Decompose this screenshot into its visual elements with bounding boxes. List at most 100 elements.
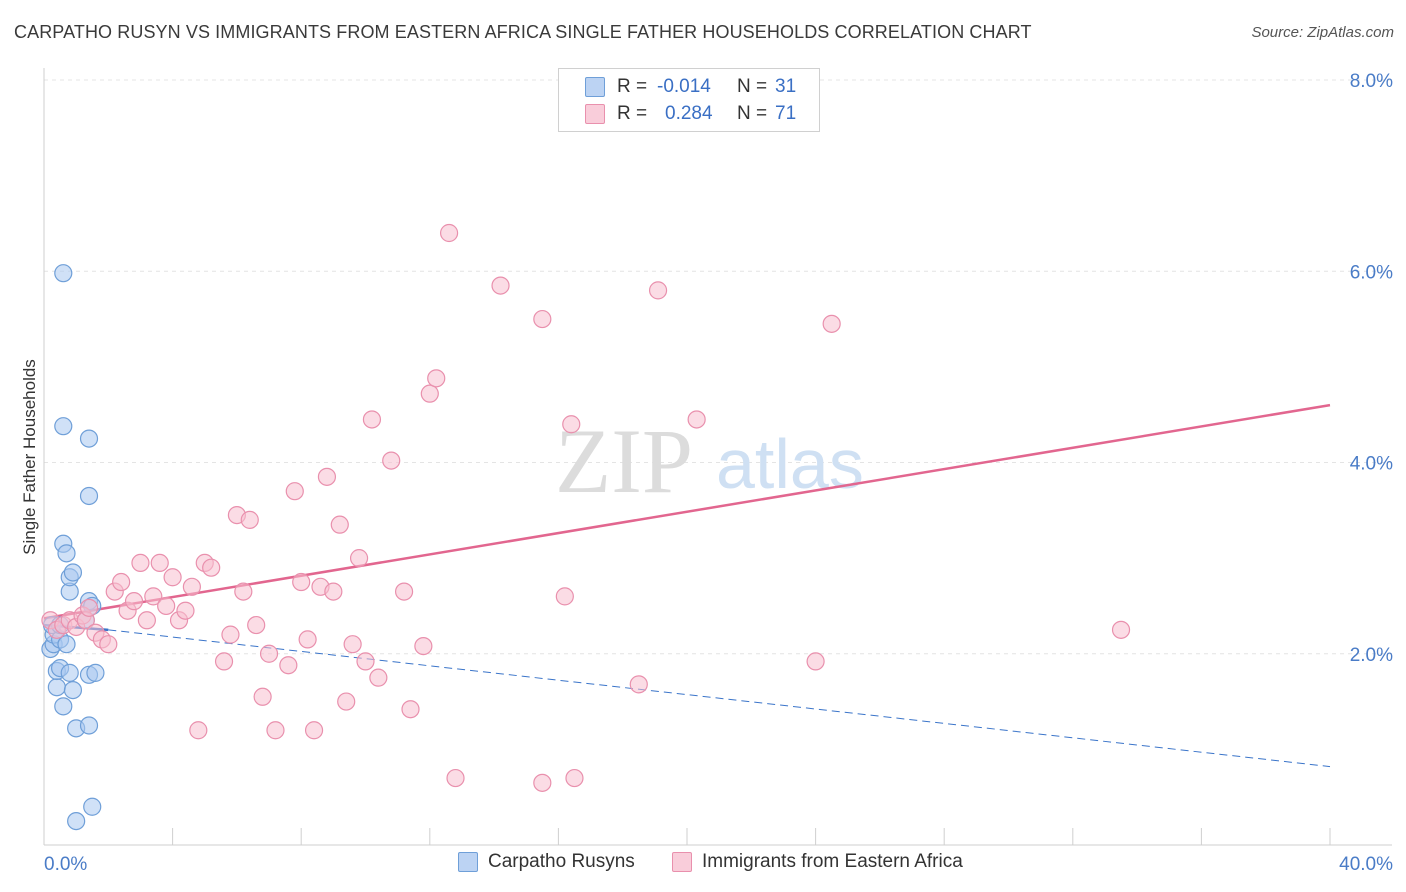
eastern-africa-point — [555, 587, 574, 606]
axis-layer — [43, 68, 1392, 846]
y-tick-label: 4.0% — [1350, 454, 1393, 475]
eastern-africa-point — [189, 721, 208, 740]
legend-swatch-blue — [585, 77, 605, 97]
eastern-africa-point — [1111, 620, 1131, 639]
carpatho-point — [57, 544, 76, 563]
eastern-africa-trend-line — [43, 403, 1331, 620]
eastern-africa-point — [112, 572, 131, 592]
source-label: Source: ZipAtlas.com — [1251, 24, 1394, 41]
eastern-africa-point — [369, 668, 388, 687]
eastern-africa-point — [446, 768, 465, 788]
y-tick-label: 6.0% — [1350, 262, 1393, 283]
eastern-africa-point — [285, 482, 304, 501]
carpatho-point — [57, 635, 76, 654]
eastern-africa-point — [79, 598, 99, 617]
eastern-africa-point — [806, 652, 825, 671]
y-tick-label: 2.0% — [1350, 645, 1393, 666]
eastern-africa-point — [401, 700, 420, 719]
carpatho-point — [86, 663, 105, 682]
x-tick-label: 40.0% — [1339, 854, 1393, 875]
eastern-africa-point — [356, 652, 375, 671]
eastern-africa-point — [382, 451, 401, 470]
eastern-africa-point — [420, 384, 439, 403]
eastern-africa-point — [414, 636, 433, 656]
correlation-legend: R = -0.014 N = 31 R = 0.284 N = 71 — [558, 68, 820, 132]
carpatho-point — [67, 811, 86, 831]
eastern-africa-point — [687, 410, 706, 429]
eastern-africa-point — [157, 596, 176, 616]
eastern-africa-point — [234, 582, 253, 601]
legend-n-value: 71 — [775, 103, 797, 124]
eastern-africa-point — [427, 369, 446, 388]
eastern-africa-point — [362, 410, 382, 429]
carpatho-point — [54, 697, 73, 716]
eastern-africa-point — [822, 314, 841, 333]
eastern-africa-point — [565, 768, 584, 788]
eastern-africa-point — [259, 644, 279, 663]
eastern-africa-point — [533, 773, 552, 792]
eastern-africa-point — [221, 625, 240, 644]
eastern-africa-point — [137, 611, 156, 630]
legend-r-value: -0.014 — [657, 76, 711, 97]
eastern-africa-point — [144, 587, 163, 606]
eastern-africa-point — [163, 568, 182, 587]
chart-title: CARPATHO RUSYN VS IMMIGRANTS FROM EASTER… — [14, 22, 1032, 42]
legend-n-value: 31 — [775, 76, 797, 97]
eastern-africa-point — [439, 223, 459, 243]
eastern-africa-point — [214, 652, 234, 671]
series-swatch-blue — [458, 852, 478, 872]
eastern-africa-point — [343, 635, 362, 654]
eastern-africa-point — [176, 601, 195, 620]
watermark-atlas: atlas — [716, 425, 864, 503]
carpatho-point — [79, 716, 99, 735]
legend-r-label: R = — [617, 76, 648, 97]
eastern-africa-point — [292, 572, 311, 592]
carpatho-trend-extension — [108, 629, 1331, 768]
eastern-africa-point — [298, 630, 317, 649]
legend-row-carpatho: R = -0.014 N = 31 — [585, 73, 796, 101]
series-label-eastern-africa: Immigrants from Eastern Africa — [702, 851, 963, 872]
eastern-africa-point — [533, 309, 552, 329]
eastern-africa-point — [629, 675, 648, 694]
eastern-africa-point — [317, 467, 337, 486]
eastern-africa-point — [202, 558, 221, 577]
y-tick-label: 8.0% — [1350, 71, 1393, 92]
legend-r-label: R = — [617, 103, 648, 124]
eastern-africa-point — [131, 553, 150, 573]
eastern-africa-point — [394, 582, 414, 601]
eastern-africa-point — [491, 276, 510, 295]
eastern-africa-point — [150, 553, 169, 573]
carpatho-point — [79, 429, 99, 448]
eastern-africa-point — [279, 656, 298, 675]
series-label-carpatho: Carpatho Rusyns — [488, 851, 635, 872]
series-legend-carpatho: Carpatho Rusyns — [458, 851, 635, 873]
eastern-africa-point — [337, 692, 356, 711]
carpatho-point — [63, 563, 83, 582]
eastern-africa-point — [324, 582, 343, 601]
eastern-africa-point — [253, 687, 272, 706]
x-tick-label: 0.0% — [44, 854, 87, 875]
eastern-africa-point — [247, 615, 266, 635]
carpatho-point — [83, 797, 102, 816]
eastern-africa-point — [266, 721, 285, 740]
carpatho-point — [60, 663, 79, 682]
eastern-africa-point — [648, 281, 668, 300]
points-layer — [41, 223, 1131, 831]
legend-n-label: N = — [737, 103, 768, 124]
eastern-africa-point — [240, 510, 259, 529]
eastern-africa-point — [562, 415, 581, 434]
eastern-africa-point — [330, 515, 349, 534]
eastern-africa-point — [124, 592, 144, 611]
carpatho-point — [79, 486, 99, 506]
legend-row-eastern-africa: R = 0.284 N = 71 — [585, 100, 796, 128]
eastern-africa-point — [99, 635, 118, 654]
legend-n-label: N = — [737, 76, 768, 97]
tick-label-layer: 2.0% 4.0% 6.0% 8.0% 0.0% 40.0% — [44, 71, 1393, 875]
eastern-africa-point — [182, 577, 201, 596]
grid-layer — [44, 79, 1392, 655]
legend-r-value: 0.284 — [665, 103, 713, 124]
carpatho-point — [47, 678, 66, 697]
legend-swatch-pink — [585, 104, 605, 124]
carpatho-point — [54, 417, 73, 436]
